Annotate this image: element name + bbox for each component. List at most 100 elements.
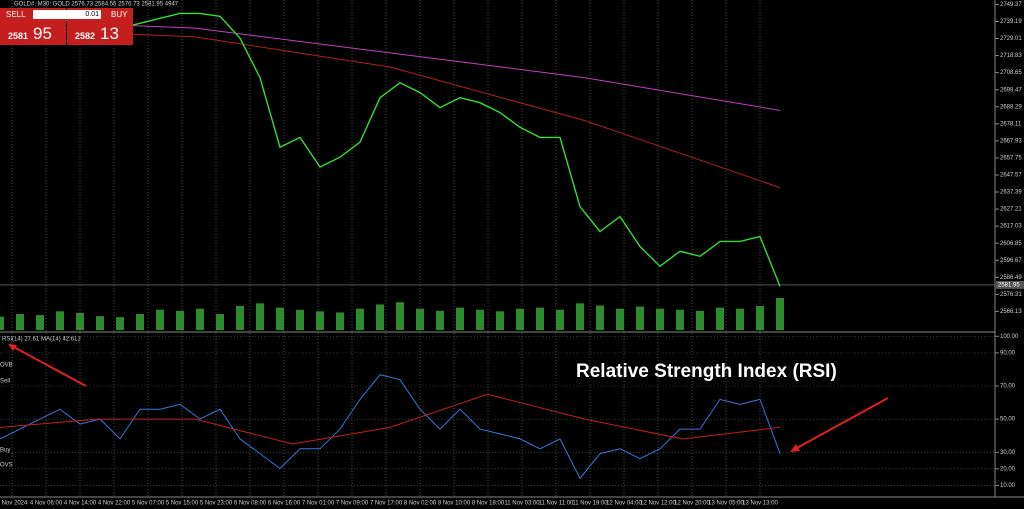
x-tick-label: 12 Nov 20:00 — [674, 501, 710, 507]
rsi-tick-label: 100.00 — [1000, 334, 1019, 340]
volume-bar — [556, 309, 564, 330]
x-tick-label: 8 Nov 18:00 — [472, 501, 505, 507]
arrow-head — [8, 344, 17, 351]
x-tick-label: 11 Nov 03:00 — [504, 501, 540, 507]
volume-bar — [256, 303, 264, 330]
volume-bar — [456, 307, 464, 330]
volume-bar — [696, 310, 704, 330]
y-tick-label: 2586.49 — [1000, 275, 1022, 281]
y-tick-label: 2739.19 — [1000, 19, 1022, 25]
annotation: Relative Strength Index (RSI) — [576, 361, 837, 382]
x-tick-label: 13 Nov 13:00 — [742, 501, 778, 507]
x-tick-label: 4 Nov 14:00 — [64, 501, 97, 507]
x-tick-label: 11 Nov 19:00 — [572, 501, 608, 507]
volume-bar — [356, 308, 364, 330]
y-tick-label: 2576.31 — [1000, 292, 1022, 298]
volume-bar — [236, 306, 244, 330]
y-tick-label: 2566.13 — [1000, 309, 1022, 315]
volume-bar — [416, 308, 424, 330]
arrow — [794, 397, 889, 450]
volume-bar — [496, 311, 504, 330]
x-tick-label: 6 Nov 08:00 — [234, 501, 267, 507]
x-tick-label: 5 Nov 15:00 — [166, 501, 199, 507]
volume-bar — [596, 305, 604, 330]
y-tick-label: 2647.57 — [1000, 173, 1022, 179]
x-tick-label: 8 Nov 02:00 — [404, 501, 437, 507]
rsi-tick-label: 30.00 — [1000, 450, 1016, 456]
volume-bar — [0, 316, 4, 330]
y-tick-label: 2606.85 — [1000, 241, 1022, 247]
volume-bar — [16, 314, 24, 330]
buy-label: BUY — [111, 10, 128, 19]
x-tick-label: 12 Nov 04:00 — [606, 501, 642, 507]
rsi-ma-line — [0, 393, 781, 445]
volume-bar — [616, 308, 624, 330]
x-tick-label: 7 Nov 09:00 — [336, 501, 369, 507]
current-price-box — [996, 280, 1024, 289]
rsi-legend: RSI(14) 27.61 MA(14) 42.613 — [2, 337, 81, 343]
volume-bar — [96, 316, 104, 330]
x-tick-label: 4 Nov 06:00 — [30, 501, 63, 507]
volume-bar — [196, 308, 204, 330]
sell-price-big: 2581 — [8, 31, 29, 41]
volume-bar — [576, 303, 584, 330]
volume-bar — [276, 307, 284, 330]
x-tick-label: 12 Nov 12:00 — [640, 501, 676, 507]
volume-bar — [756, 306, 764, 330]
title-bar: GOLD#, M30: GOLD 2576.73 2584.56 2576.73… — [14, 2, 179, 8]
sell-label: SELL — [6, 10, 26, 19]
lot-input[interactable]: 0.01 — [33, 10, 101, 19]
trade-panel: SELL 2581 95 BUY 2582 13 0.01 — [0, 8, 133, 45]
rsi-tick-label: 90.00 — [1000, 350, 1016, 356]
rsi-tick-label: 20.00 — [1000, 466, 1016, 472]
arrow — [9, 344, 87, 387]
level-label: Buy — [0, 448, 10, 454]
y-tick-label: 2698.47 — [1000, 87, 1022, 93]
x-tick-label: 5 Nov 23:00 — [200, 501, 233, 507]
rsi-tick-label: 10.00 — [1000, 483, 1016, 489]
volume-bar — [36, 315, 44, 330]
volume-bar — [656, 308, 664, 330]
x-tick-label: 11 Nov 11:00 — [539, 501, 574, 507]
y-tick-label: 2596.67 — [1000, 258, 1022, 264]
y-tick-label: 2657.75 — [1000, 155, 1022, 161]
volume-bar — [156, 309, 164, 330]
x-tick-label: 13 Nov 05:00 — [708, 501, 744, 507]
x-tick-label: 1 Nov 2024 — [0, 501, 28, 507]
y-tick-label: 2708.65 — [1000, 70, 1022, 76]
volume-bar — [176, 310, 184, 330]
y-tick-label: 2667.93 — [1000, 138, 1022, 144]
volume-bar — [316, 311, 324, 330]
rsi-tick-label: 70.00 — [1000, 384, 1016, 390]
x-tick-label: 7 Nov 17:00 — [370, 501, 403, 507]
volume-bar — [136, 314, 144, 330]
level-label: OVB — [0, 363, 13, 369]
y-tick-label: 2637.39 — [1000, 190, 1022, 196]
sell-price-small: 95 — [33, 24, 52, 43]
volume-bar — [716, 307, 724, 330]
x-tick-label: 4 Nov 22:00 — [98, 501, 131, 507]
y-tick-label: 2718.83 — [1000, 53, 1022, 59]
volume-bar — [336, 312, 344, 330]
y-tick-label: 2617.03 — [1000, 224, 1022, 230]
arrow-head — [790, 444, 800, 452]
rsi-line — [0, 374, 781, 480]
volume-bar — [376, 304, 384, 330]
volume-bar — [516, 308, 524, 330]
current-price-label: 2581.95 — [998, 282, 1020, 288]
x-tick-label: 8 Nov 10:00 — [438, 501, 471, 507]
y-tick-label: 2627.21 — [1000, 207, 1022, 213]
volume-bar — [56, 311, 64, 330]
buy-price-big: 2582 — [75, 31, 96, 41]
volume-bar — [736, 308, 744, 330]
x-tick-label: 5 Nov 07:00 — [132, 501, 165, 507]
x-tick-label: 6 Nov 16:00 — [268, 501, 301, 507]
volume-bar — [396, 302, 404, 330]
volume-bar — [216, 314, 224, 330]
y-tick-label: 2688.29 — [1000, 104, 1022, 110]
y-tick-label: 2749.37 — [1000, 2, 1022, 8]
volume-bar — [116, 317, 124, 330]
y-tick-label: 2678.11 — [1000, 121, 1022, 127]
